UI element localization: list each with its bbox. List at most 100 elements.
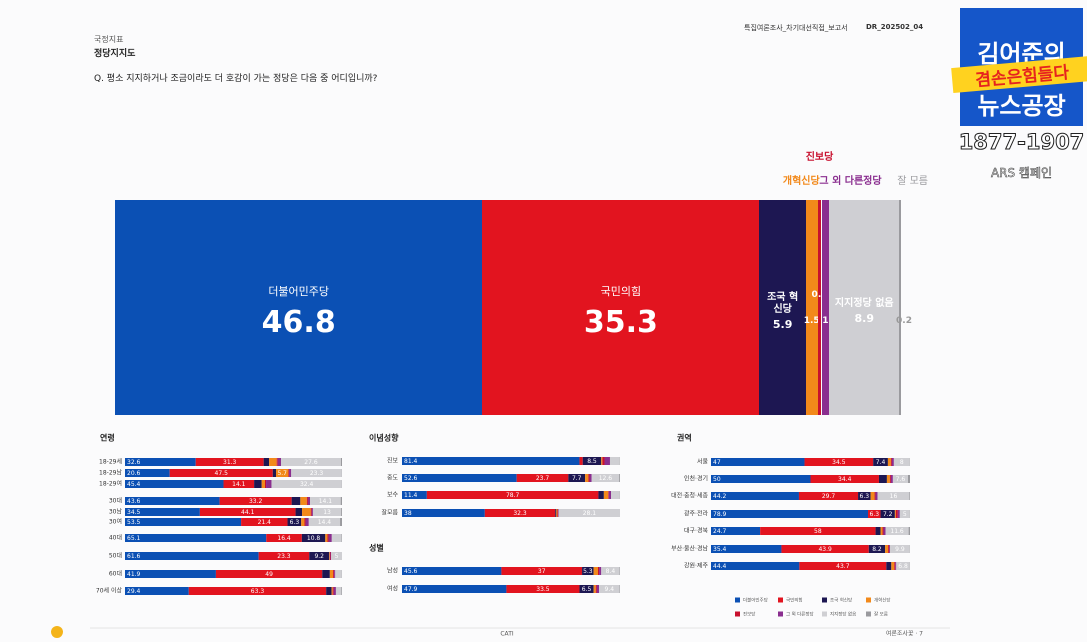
- bar-segment: [899, 510, 910, 518]
- bar-value: 16.4: [277, 535, 291, 542]
- bar-segment: [893, 458, 910, 466]
- bar-segment: [254, 480, 262, 488]
- bar-segment: [595, 585, 597, 593]
- row-label: 서울: [697, 458, 709, 466]
- segment-label: 지지정당 없음 8.9: [829, 200, 899, 415]
- bar-segment: [329, 552, 331, 560]
- bar-segment: [125, 497, 220, 505]
- bar-value: 27.6: [304, 459, 318, 466]
- bar-segment: [295, 508, 303, 516]
- panel-title: 권역: [677, 433, 692, 443]
- bar-segment: [311, 508, 313, 516]
- bar-segment: [125, 587, 189, 595]
- bar-segment: [711, 475, 811, 483]
- bar-value: 11.4: [404, 492, 418, 499]
- bar-value: 8.4: [606, 568, 616, 575]
- bar-segment: [223, 480, 255, 488]
- bar-segment: [333, 587, 336, 595]
- bar-segment: [309, 552, 330, 560]
- bar-value: 23.3: [277, 553, 291, 560]
- bar-value: 45.4: [127, 481, 141, 488]
- bar-segment: [426, 491, 599, 499]
- bar-segment: [877, 492, 910, 500]
- bar-segment: [894, 562, 896, 570]
- bar-value: 45.6: [404, 568, 418, 575]
- row-label: 18-29여: [99, 480, 122, 488]
- bar-segment: [601, 567, 620, 575]
- bar-segment: [341, 587, 342, 595]
- bar-segment: [334, 570, 336, 578]
- bar-value: 52.6: [404, 475, 418, 482]
- outside-label: 진보당: [805, 152, 834, 163]
- bar-segment: [870, 492, 875, 500]
- bar-value: 20.6: [127, 470, 141, 477]
- bar-segment: [310, 508, 312, 516]
- legend-label: 지지정당 없음: [830, 611, 856, 618]
- bar-value: 47.5: [215, 470, 229, 477]
- bar-value: 14.1: [319, 498, 333, 505]
- bar-segment: [858, 492, 871, 500]
- bar-segment: [885, 545, 889, 553]
- legend-swatch: [778, 597, 783, 603]
- bar-segment: [506, 585, 580, 593]
- bar-segment: [501, 567, 583, 575]
- legend-label: 조국 혁신당: [830, 597, 852, 604]
- row-label: 강원·제주: [684, 562, 708, 570]
- bar-segment: [619, 474, 620, 482]
- bar-segment: [875, 527, 881, 535]
- bar-segment: [516, 474, 569, 482]
- row-label: 광주·전라: [684, 510, 708, 518]
- footer-icon: [51, 626, 63, 638]
- bar-segment: [302, 508, 311, 516]
- bar-segment: [598, 491, 604, 499]
- legend-swatch: [866, 611, 871, 617]
- bar-value: 23.7: [536, 475, 550, 482]
- bar-value: 28.1: [583, 510, 597, 517]
- bar-segment: [335, 570, 342, 578]
- bar-segment: [340, 497, 342, 505]
- legend-label: 잘 모름: [874, 611, 888, 618]
- bar-segment: [890, 458, 892, 466]
- bar-value: 38: [404, 510, 412, 517]
- row-label: 중도: [387, 475, 399, 482]
- bar-segment: [312, 508, 342, 516]
- bar-segment: [889, 545, 891, 553]
- bar-value: 9.9: [895, 546, 905, 553]
- bar-segment: [331, 587, 333, 595]
- segment: [899, 200, 901, 415]
- segment-name: 지지정당 없음: [834, 298, 894, 309]
- bar-segment: [188, 587, 327, 595]
- bar-value: 43.7: [836, 563, 850, 570]
- bar-segment: [798, 492, 859, 500]
- segment-value: 46.8: [261, 304, 336, 340]
- bar-value: 44.1: [241, 509, 255, 516]
- campaign: ARS 캠페인: [990, 166, 1053, 181]
- legend-label: 더불어민주당: [743, 597, 768, 604]
- row-label: 부산·울산·경남: [671, 545, 708, 553]
- legend-label: 진보당: [743, 611, 755, 618]
- row-label: 30남: [109, 508, 123, 516]
- bar-segment: [340, 518, 342, 526]
- bar-segment: [263, 458, 270, 466]
- row-label: 40대: [109, 534, 122, 542]
- bar-segment: [804, 458, 874, 466]
- bar-segment: [402, 474, 517, 482]
- bar-segment: [568, 474, 586, 482]
- bar-segment: [799, 562, 887, 570]
- bar-segment: [264, 480, 267, 488]
- bar-segment: [307, 497, 311, 505]
- row-label: 대전·충청·세종: [671, 492, 708, 500]
- bar-segment: [711, 458, 805, 466]
- segment: [817, 200, 822, 415]
- bar-segment: [711, 545, 782, 553]
- bar-value: 14.4: [318, 519, 332, 526]
- bar-segment: [558, 509, 620, 517]
- bar-segment: [287, 518, 302, 526]
- bar-segment: [908, 475, 910, 483]
- bar-segment: [579, 457, 583, 465]
- bar-segment: [608, 491, 609, 499]
- segment-value: 35.3: [583, 304, 658, 340]
- legend-label: 국민의힘: [786, 597, 803, 604]
- bar-segment: [868, 545, 886, 553]
